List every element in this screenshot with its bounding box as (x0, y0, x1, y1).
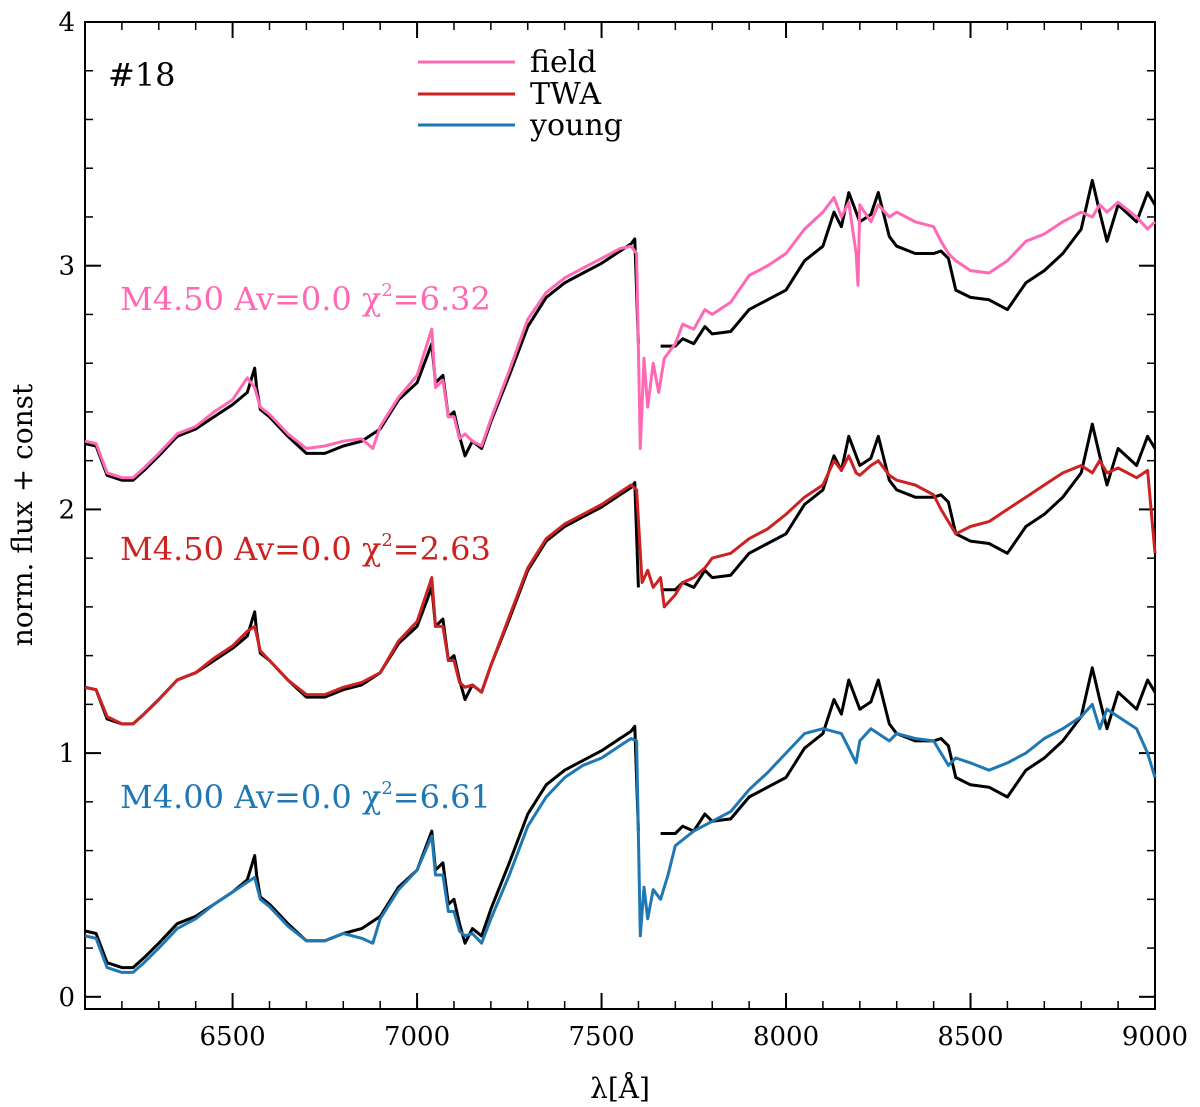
observed-spectrum-twa-red (660, 422, 1157, 592)
observed-spectrum-young-blue (84, 724, 640, 970)
fit-chi-value-field: =6.32 (393, 280, 491, 318)
legend: field TWA young (418, 45, 623, 143)
model-spectrum-young (84, 702, 1157, 974)
model-spectra-layer (84, 196, 1157, 974)
fit-chi-exp-young: 2 (381, 778, 392, 799)
fit-chi-twa: χ (362, 530, 381, 568)
x-tick-label: 9000 (1122, 1022, 1188, 1052)
x-axis-title: λ[Å] (590, 1072, 650, 1105)
x-tick-label: 6500 (200, 1022, 266, 1052)
fit-chi-value-twa: =2.63 (393, 530, 491, 568)
fit-av-young: Av=0.0 (233, 778, 352, 816)
x-tick-label: 7500 (568, 1022, 634, 1052)
fit-chi-value-young: =6.61 (393, 778, 491, 816)
y-tick-label: 4 (58, 8, 75, 38)
plot-frame (84, 21, 1156, 1010)
model-spectrum-twa (84, 454, 1157, 726)
fit-label-field: M4.50 Av=0.0 χ2=6.32 (120, 280, 491, 318)
fit-label-twa: M4.50 Av=0.0 χ2=2.63 (120, 530, 491, 568)
fit-spt-young: M4.00 (120, 778, 224, 816)
legend-label-field: field (530, 45, 597, 80)
fit-chi-young: χ (362, 778, 381, 816)
legend-label-twa: TWA (530, 77, 601, 112)
observed-spectrum-field-red (660, 178, 1157, 348)
legend-label-young: young (529, 108, 623, 143)
model-spectrum-field (84, 196, 1157, 480)
panel-label: #18 (108, 56, 176, 94)
tick-layer: 6500 7000 7500 8000 8500 9000 0 1 2 3 4 (58, 8, 1188, 1052)
fit-spt-field: M4.50 (120, 280, 224, 318)
fit-av-field: Av=0.0 (233, 280, 352, 318)
fit-spt-twa: M4.50 (120, 530, 224, 568)
y-tick-label: 2 (58, 495, 75, 525)
y-tick-label: 3 (58, 252, 75, 282)
x-tick-label: 8500 (937, 1022, 1003, 1052)
fit-chi-exp-field: 2 (381, 280, 392, 301)
fit-av-twa: Av=0.0 (233, 530, 352, 568)
fit-chi-field: χ (362, 280, 381, 318)
y-axis-title: norm. flux + const (6, 383, 39, 646)
fit-label-young: M4.00 Av=0.0 χ2=6.61 (120, 778, 491, 816)
y-tick-label: 1 (58, 739, 75, 769)
y-tick-label: 0 (58, 983, 75, 1013)
x-tick-label: 7000 (384, 1022, 450, 1052)
x-tick-label: 8000 (753, 1022, 819, 1052)
fit-chi-exp-twa: 2 (381, 530, 392, 551)
